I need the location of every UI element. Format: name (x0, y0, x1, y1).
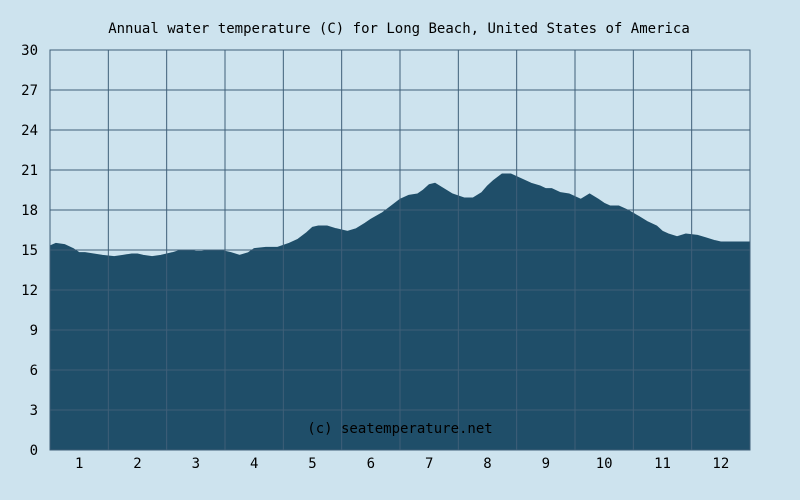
chart-title: Annual water temperature (C) for Long Be… (108, 21, 690, 37)
y-tick-label: 15 (21, 243, 38, 259)
y-tick-label: 24 (21, 123, 38, 139)
y-tick-label: 18 (21, 203, 38, 219)
y-tick-label: 27 (21, 83, 38, 99)
x-tick-label: 12 (712, 456, 729, 472)
x-tick-label: 6 (367, 456, 375, 472)
x-tick-label: 2 (133, 456, 141, 472)
y-tick-label: 30 (21, 43, 38, 59)
x-tick-label: 5 (308, 456, 316, 472)
x-tick-label: 3 (192, 456, 200, 472)
y-tick-label: 21 (21, 163, 38, 179)
y-axis-ticks: 0 3 6 9 12 15 18 21 24 27 30 (21, 43, 38, 459)
plot-frame (49, 49, 751, 451)
x-tick-label: 10 (596, 456, 613, 472)
y-tick-label: 12 (21, 283, 38, 299)
y-tick-label: 0 (30, 443, 38, 459)
x-tick-label: 4 (250, 456, 258, 472)
x-tick-label: 11 (654, 456, 671, 472)
x-tick-label: 8 (483, 456, 491, 472)
x-tick-label: 7 (425, 456, 433, 472)
watermark-text: (c) seatemperature.net (307, 421, 492, 437)
y-tick-label: 9 (30, 323, 38, 339)
x-tick-label: 1 (75, 456, 83, 472)
y-tick-label: 3 (30, 403, 38, 419)
x-tick-label: 9 (542, 456, 550, 472)
y-tick-label: 6 (30, 363, 38, 379)
x-axis-ticks: 1 2 3 4 5 6 7 8 9 10 11 12 (75, 456, 729, 472)
